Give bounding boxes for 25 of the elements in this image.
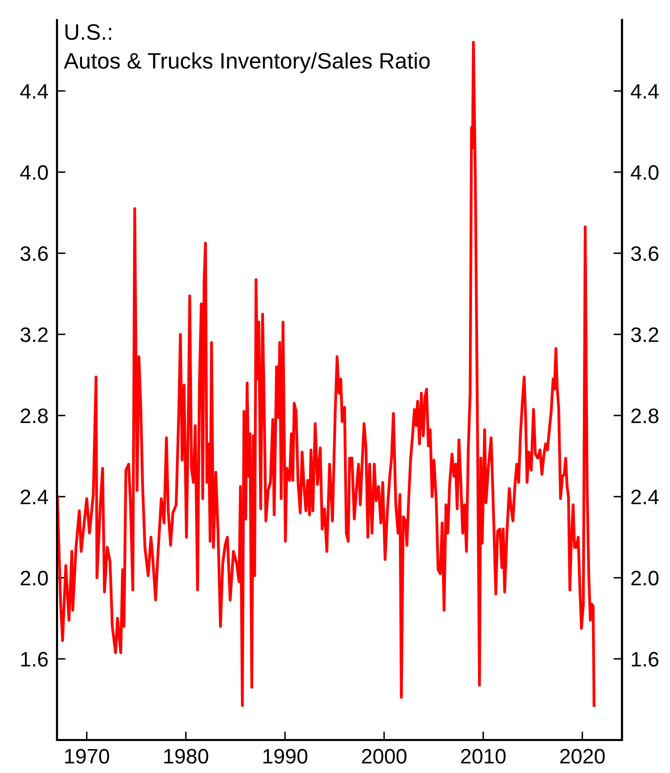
text: Autos & Trucks Inventory/Sales Ratio: [64, 52, 430, 74]
y2-tick-label: 1.6: [632, 652, 658, 667]
y-tick-label: 1.6: [21, 652, 48, 667]
y-tick-label: 4.4: [20, 84, 48, 99]
y2-tick-label: 4.0: [630, 165, 658, 180]
chart-title: U.S.:: [65, 24, 112, 40]
x-tick-label: 1990: [263, 748, 308, 764]
y-tick-label: 2.8: [20, 408, 48, 424]
y-tick-label: 2.0: [20, 570, 48, 586]
line-series: [57, 40, 596, 707]
x-tick-label: 2020: [560, 748, 605, 764]
x-tick-label: 2000: [362, 748, 406, 764]
y2-tick-label: 4.4: [630, 84, 659, 99]
x-tick-label: 1970: [65, 748, 110, 764]
y-tick-label: 2.4: [20, 490, 48, 504]
y-tick-label: 3.6: [20, 246, 48, 261]
y2-tick-label: 3.2: [631, 327, 658, 342]
y-tick-label: 4.0: [20, 165, 48, 180]
y2-tick-label: 2.0: [631, 570, 658, 586]
y2-tick-label: 2.8: [631, 408, 658, 424]
x-tick-label: 2010: [461, 748, 506, 764]
y2-tick-label: 2.4: [631, 490, 659, 504]
y2-tick-label: 3.6: [631, 246, 658, 261]
y-tick-label: 3.2: [20, 327, 48, 342]
x-tick-label: 1980: [164, 748, 208, 764]
